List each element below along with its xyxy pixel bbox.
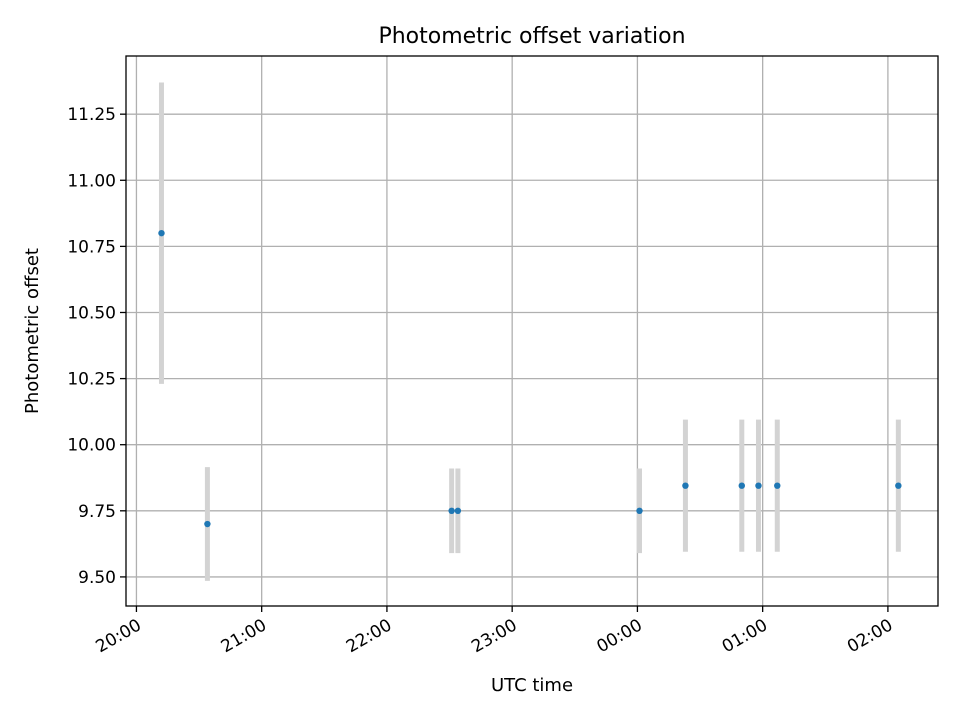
data-point	[204, 520, 211, 528]
grid	[126, 56, 938, 606]
data-point	[895, 482, 902, 489]
data-point	[158, 229, 165, 237]
y-tick-label: 11.00	[67, 171, 116, 191]
data-point	[738, 482, 745, 489]
x-axis-label: UTC time	[491, 675, 573, 696]
data-point	[454, 507, 462, 515]
chart-title: Photometric offset variation	[378, 24, 685, 49]
y-tick-label: 10.25	[67, 370, 116, 390]
y-tick-label: 9.50	[78, 568, 116, 588]
data-point	[448, 507, 455, 515]
data-point	[774, 482, 781, 489]
data-point	[682, 482, 689, 489]
y-tick-label: 11.25	[67, 105, 116, 125]
y-tick-label: 10.50	[67, 303, 116, 323]
data-series	[158, 82, 902, 581]
data-point	[636, 507, 643, 515]
y-axis-label: Photometric offset	[22, 248, 43, 414]
data-point	[755, 482, 762, 489]
y-tick-label: 9.75	[78, 502, 116, 522]
y-tick-label: 10.75	[67, 237, 116, 257]
plot-frame	[125, 55, 939, 607]
y-tick-label: 10.00	[67, 436, 116, 456]
